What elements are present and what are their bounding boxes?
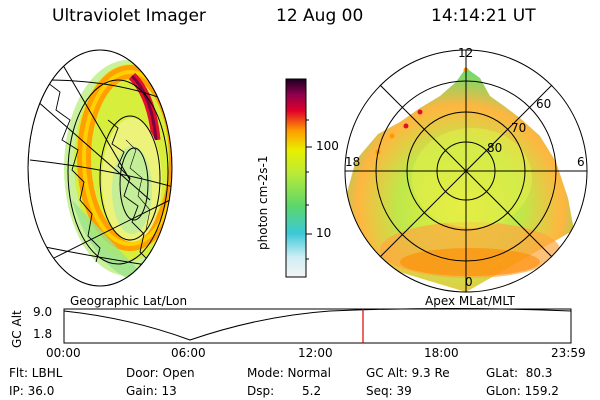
right-panel-caption: Apex MLat/MLT	[425, 294, 515, 308]
mlt-label-18: 18	[345, 155, 361, 169]
polar-image	[344, 49, 588, 293]
ip-label: IP: 36.0	[9, 384, 55, 398]
altitude-curve	[63, 308, 572, 341]
altitude-ytick-9: 9.0	[33, 305, 53, 319]
mlt-label-12: 12	[458, 46, 474, 60]
date-label: 12 Aug 00	[276, 6, 364, 26]
mlt-label-6: 6	[577, 155, 585, 169]
mlat-label-80: 80	[487, 141, 503, 155]
altitude-plot	[63, 308, 572, 344]
geographic-image	[27, 49, 173, 287]
filter-label: Flt: LBHL	[9, 366, 63, 380]
seq-label: Seq: 39	[366, 384, 412, 398]
colorbar	[285, 78, 312, 278]
colorbar-tick-100: 100	[316, 139, 339, 153]
gc-alt-label: GC Alt: 9.3 Re	[366, 366, 450, 380]
mlt-label-0: 0	[465, 275, 473, 289]
glat-label: GLat: 80.3	[486, 366, 553, 380]
instrument-title: Ultraviolet Imager	[52, 6, 206, 26]
mode-label: Mode: Normal	[247, 366, 331, 380]
altitude-xtick-0600: 06:00	[171, 346, 206, 360]
glon-label: GLon: 159.2	[486, 384, 559, 398]
mlat-label-70: 70	[511, 121, 527, 135]
door-label: Door: Open	[126, 366, 195, 380]
altitude-xtick-2359: 23:59	[551, 346, 586, 360]
mlat-label-60: 60	[536, 97, 552, 111]
time-label: 14:14:21 UT	[431, 6, 536, 26]
dsp-label: Dsp:	[247, 384, 275, 398]
colorbar-unit-label: photon cm-2s-1	[256, 155, 270, 251]
altitude-xtick-1200: 12:00	[298, 346, 333, 360]
altitude-ytick-1-8: 1.8	[33, 327, 53, 341]
altitude-ylabel: GC Alt	[10, 310, 24, 348]
left-panel-caption: Geographic Lat/Lon	[70, 294, 188, 308]
gain-label: Gain: 13	[126, 384, 177, 398]
dsp-value: 5.2	[302, 384, 322, 398]
colorbar-tick-10: 10	[316, 226, 332, 240]
altitude-xtick-0000: 00:00	[46, 346, 81, 360]
altitude-xtick-1800: 18:00	[424, 346, 459, 360]
